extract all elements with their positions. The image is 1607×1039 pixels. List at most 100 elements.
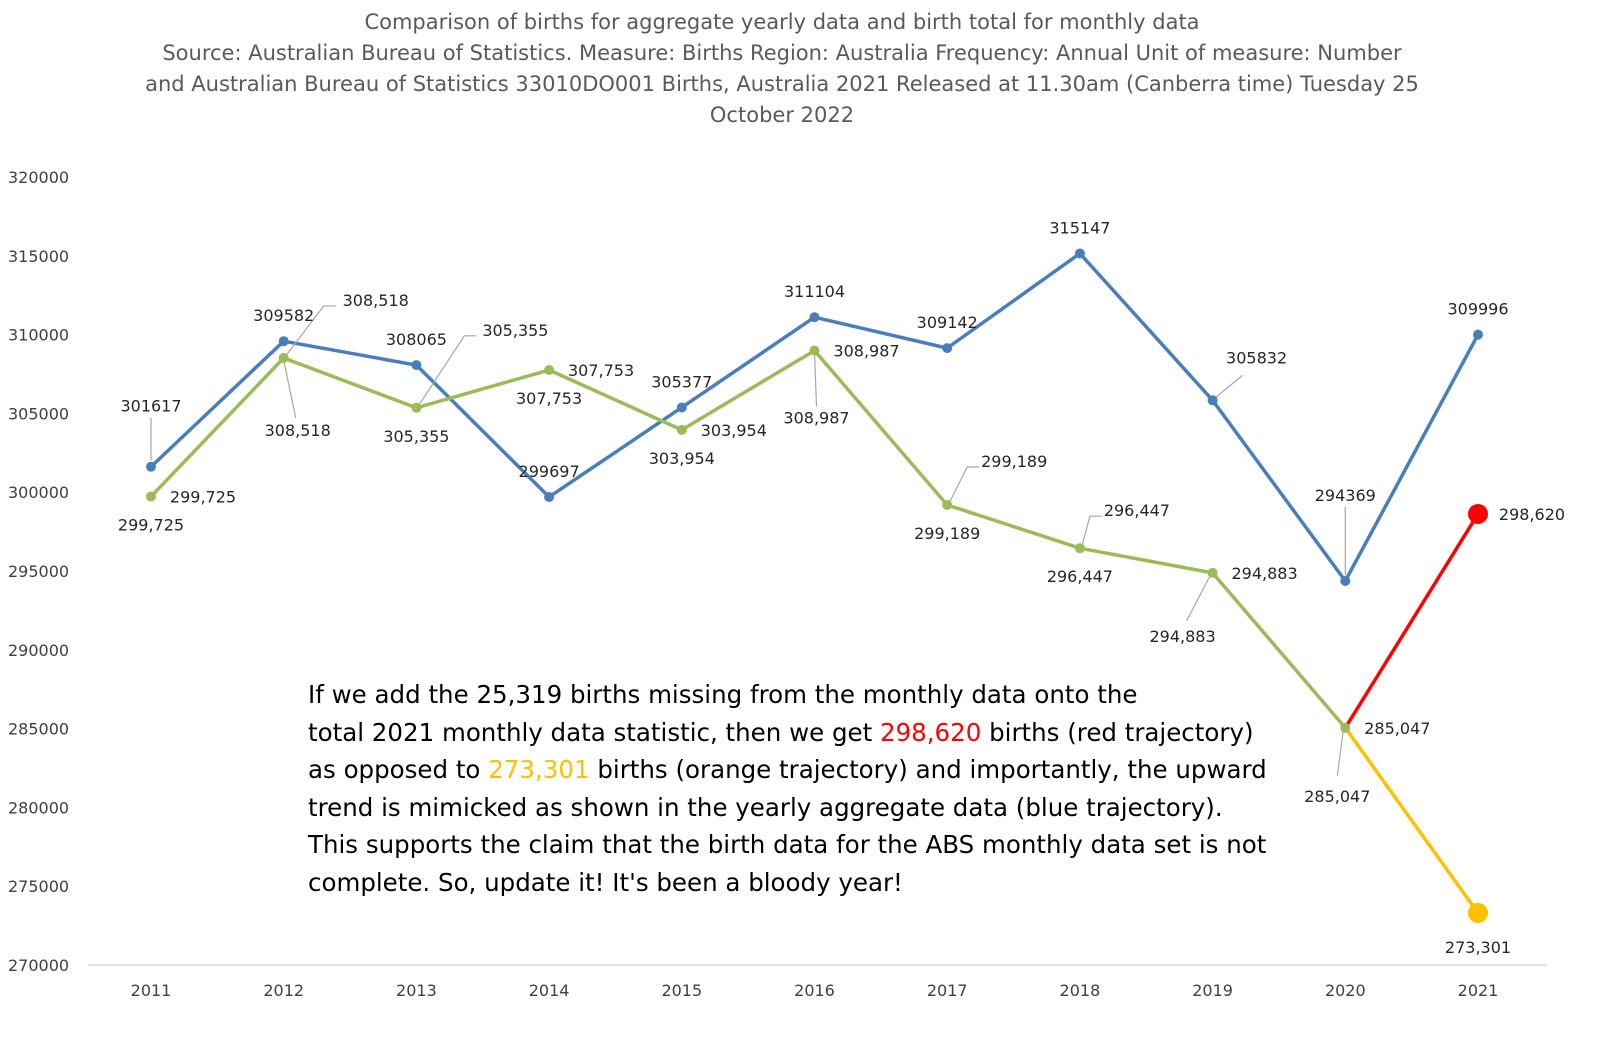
monthly-data-label: 303,954 bbox=[701, 421, 767, 440]
x-tick-label: 2019 bbox=[1192, 981, 1233, 1000]
yearly-point bbox=[146, 461, 156, 472]
x-tick-label: 2020 bbox=[1325, 981, 1366, 1000]
annotation-line-5: This supports the claim that the birth d… bbox=[308, 826, 1308, 864]
x-axis: 2011 2012 2013 2014 2015 2016 2017 2018 2019 2020… bbox=[88, 964, 1547, 1000]
yearly-data-label: 294369 bbox=[1315, 486, 1376, 505]
y-tick-label: 315000 bbox=[8, 247, 69, 266]
x-tick-label: 2011 bbox=[131, 981, 172, 1000]
monthly-label-leader bbox=[285, 305, 336, 357]
y-tick-label: 300000 bbox=[8, 483, 69, 502]
orange-trajectory-label: 273,301 bbox=[1445, 938, 1511, 957]
annotation-line-6-text: complete. So, update it! It's been a blo… bbox=[308, 867, 903, 897]
yearly-data-label: 299697 bbox=[519, 462, 580, 481]
monthly-data-label: 294,883 bbox=[1232, 564, 1298, 583]
monthly-label-leader bbox=[417, 335, 477, 407]
annotation-line-2-pre: total 2021 monthly data statistic, then … bbox=[308, 717, 880, 747]
yearly-point bbox=[676, 402, 687, 413]
yearly-point bbox=[544, 491, 555, 502]
yearly-label-leader bbox=[1214, 374, 1243, 399]
y-tick-label: 275000 bbox=[8, 877, 69, 896]
monthly-point bbox=[1207, 567, 1218, 578]
monthly-data-label: 299,725 bbox=[170, 488, 236, 507]
monthly-callout-label: 305,355 bbox=[383, 427, 449, 446]
data-labels: 301617 309582 308065 299697 305377 311104 3091… bbox=[118, 218, 1565, 956]
monthly-data-label: 305,355 bbox=[482, 321, 548, 340]
monthly-point bbox=[809, 345, 820, 356]
monthly-point bbox=[1074, 543, 1085, 554]
orange-trajectory-line bbox=[1343, 726, 1480, 914]
monthly-callout-leader bbox=[283, 359, 297, 419]
annotation-text: If we add the 25,319 births missing from… bbox=[308, 676, 1308, 901]
yearly-point bbox=[809, 312, 820, 323]
annotation-orange-value: 273,301 bbox=[488, 755, 590, 784]
yearly-point bbox=[1207, 395, 1218, 406]
annotation-line-5-text: This supports the claim that the birth d… bbox=[308, 830, 1267, 859]
yearly-point bbox=[278, 336, 289, 347]
monthly-data-label: 308,987 bbox=[833, 342, 899, 361]
annotation-red-value: 298,620 bbox=[880, 717, 982, 747]
monthly-point bbox=[146, 491, 156, 502]
monthly-data-label: 296,447 bbox=[1104, 501, 1170, 520]
annotation-line-1-text: If we add the 25,319 births missing from… bbox=[308, 680, 1138, 709]
yearly-data-label: 315147 bbox=[1049, 218, 1110, 237]
monthly-callout-label: 296,447 bbox=[1047, 567, 1113, 586]
x-tick-label: 2013 bbox=[396, 981, 437, 1000]
annotation-line-6: complete. So, update it! It's been a blo… bbox=[308, 864, 1308, 902]
monthly-data-label: 285,047 bbox=[1364, 719, 1430, 738]
monthly-callout-leader bbox=[813, 352, 818, 407]
x-tick-label: 2012 bbox=[263, 981, 304, 1000]
monthly-data-label: 308,518 bbox=[343, 291, 409, 310]
monthly-callout-label: 303,954 bbox=[649, 449, 715, 468]
yearly-data-label: 309142 bbox=[917, 313, 978, 332]
monthly-point bbox=[942, 499, 953, 510]
x-tick-label: 2015 bbox=[661, 981, 702, 1000]
yearly-data-label: 308065 bbox=[386, 330, 447, 349]
annotation-line-4-text: trend is mimicked as shown in the yearly… bbox=[308, 792, 1223, 822]
annotation-line-2: total 2021 monthly data statistic, then … bbox=[308, 714, 1308, 752]
monthly-callout-leader bbox=[1186, 574, 1212, 622]
y-tick-label: 280000 bbox=[8, 798, 69, 817]
chart-title: Comparison of births for aggregate yearl… bbox=[145, 10, 1419, 127]
monthly-point bbox=[278, 352, 289, 363]
annotation-line-4: trend is mimicked as shown in the yearly… bbox=[308, 789, 1308, 827]
red-trajectory-label: 298,620 bbox=[1499, 505, 1565, 524]
monthly-callout-label: 294,883 bbox=[1150, 627, 1216, 646]
monthly-callout-label: 307,753 bbox=[516, 389, 582, 408]
monthly-data-label: 299,189 bbox=[981, 452, 1047, 471]
yearly-point bbox=[942, 343, 953, 354]
yearly-point bbox=[1074, 248, 1085, 259]
y-axis-ticks: 270000 275000 280000 285000 290000 295000 3000… bbox=[8, 168, 69, 975]
y-tick-label: 270000 bbox=[8, 956, 69, 975]
yearly-data-label: 309996 bbox=[1447, 300, 1508, 319]
yearly-data-label: 309582 bbox=[253, 306, 314, 325]
yearly-point bbox=[1473, 329, 1483, 340]
yearly-point bbox=[411, 360, 422, 371]
monthly-callout-label: 299,189 bbox=[914, 524, 980, 543]
monthly-series-line bbox=[149, 348, 1347, 729]
monthly-callout-label: 299,725 bbox=[118, 516, 184, 535]
y-tick-label: 290000 bbox=[8, 641, 69, 660]
yearly-data-label: 311104 bbox=[784, 282, 845, 301]
monthly-label-leader bbox=[948, 466, 980, 504]
x-tick-label: 2017 bbox=[927, 981, 968, 1000]
orange-trajectory-endpoint bbox=[1468, 902, 1488, 923]
chart-title-line-2: Source: Australian Bureau of Statistics.… bbox=[162, 41, 1402, 65]
monthly-callout-label: 308,518 bbox=[265, 421, 331, 440]
annotation-line-3-post: births (orange trajectory) and important… bbox=[589, 755, 1267, 784]
monthly-label-leader bbox=[1081, 515, 1102, 547]
chart-title-line-4: October 2022 bbox=[710, 103, 854, 127]
x-tick-label: 2014 bbox=[529, 981, 570, 1000]
yearly-data-label: 301617 bbox=[120, 397, 181, 416]
y-tick-label: 320000 bbox=[8, 168, 69, 187]
chart-title-line-1: Comparison of births for aggregate yearl… bbox=[364, 10, 1199, 34]
red-trajectory-endpoint bbox=[1468, 503, 1488, 524]
monthly-callout-leader bbox=[1336, 729, 1344, 776]
monthly-callout-label: 308,987 bbox=[783, 409, 849, 428]
label-leader-lines bbox=[150, 305, 1346, 776]
series-points bbox=[146, 248, 1488, 923]
monthly-point bbox=[411, 402, 422, 413]
y-tick-label: 285000 bbox=[8, 720, 69, 739]
yearly-data-label: 305377 bbox=[651, 372, 712, 391]
red-trajectory-line bbox=[1343, 513, 1480, 729]
